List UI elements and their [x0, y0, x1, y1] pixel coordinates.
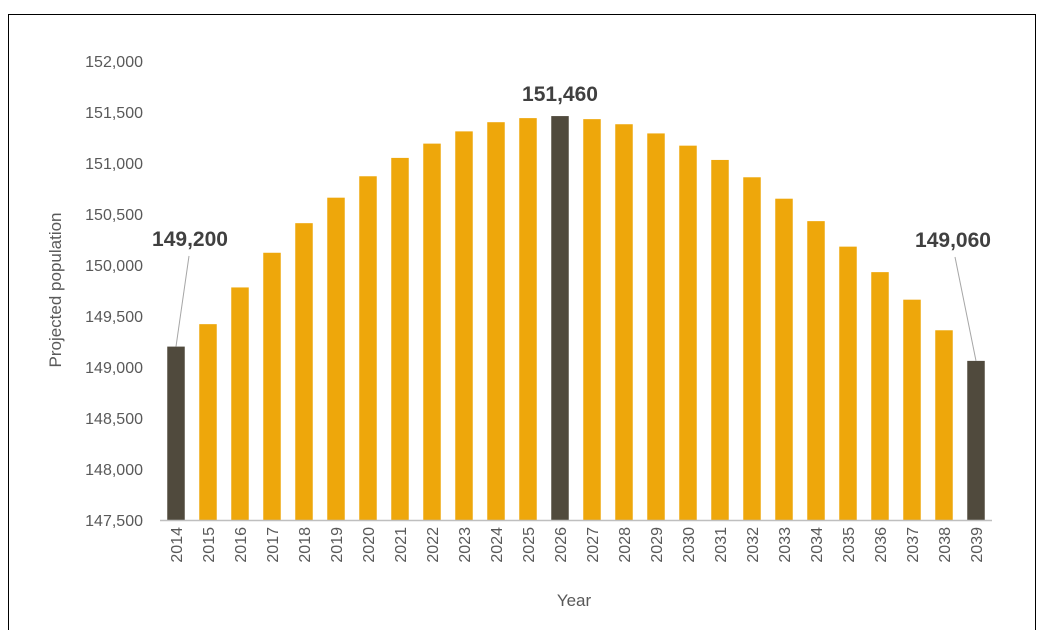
- bar-2020: [359, 176, 377, 520]
- x-tick-label: 2016: [233, 527, 250, 563]
- x-tick-label: 2026: [553, 527, 570, 563]
- bar-2039: [967, 360, 985, 520]
- bar-2037: [903, 299, 921, 520]
- bar-2019: [327, 197, 345, 520]
- y-tick-label: 151,500: [85, 105, 143, 122]
- bar-2022: [423, 143, 441, 520]
- y-tick-label: 151,000: [85, 156, 143, 173]
- bar-2015: [199, 324, 217, 520]
- bar-2028: [615, 124, 633, 521]
- x-tick-label: 2014: [169, 527, 186, 563]
- bar-2018: [295, 223, 313, 520]
- x-tick-label: 2025: [521, 527, 538, 563]
- y-tick-label: 149,500: [85, 309, 143, 326]
- x-tick-label: 2024: [489, 527, 506, 563]
- x-tick-label: 2037: [905, 527, 922, 563]
- y-tick-label: 149,000: [85, 360, 143, 377]
- x-tick-label: 2019: [329, 527, 346, 563]
- y-tick-label: 150,000: [85, 258, 143, 275]
- bar-2036: [871, 272, 889, 520]
- leader-line: [175, 255, 190, 347]
- y-tick-label: 148,500: [85, 411, 143, 428]
- x-tick-label: 2028: [617, 527, 634, 563]
- leader-line: [954, 256, 977, 361]
- bar-2016: [231, 287, 249, 520]
- bar-2033: [775, 198, 793, 520]
- x-tick-label: 2018: [297, 527, 314, 563]
- x-tick-label: 2021: [393, 527, 410, 563]
- x-tick-label: 2039: [969, 527, 986, 563]
- annotations-group: 149,200 151,460 149,060: [152, 83, 991, 361]
- x-tick-label: 2038: [937, 527, 954, 563]
- data-label-2014: 149,200: [152, 228, 228, 251]
- bar-2023: [455, 131, 473, 520]
- x-tick-label: 2036: [873, 527, 890, 563]
- x-tick-label: 2017: [265, 527, 282, 563]
- x-tick-label: 2027: [585, 527, 602, 563]
- x-tick-label: 2020: [361, 527, 378, 563]
- data-label-2039: 149,060: [915, 229, 991, 252]
- x-tick-label: 2022: [425, 527, 442, 563]
- x-tick-label: 2015: [201, 527, 218, 563]
- x-tick-label: 2031: [713, 527, 730, 563]
- bar-2035: [839, 246, 857, 520]
- bar-2031: [711, 159, 729, 520]
- bar-2024: [487, 122, 505, 520]
- bar-2029: [647, 133, 665, 521]
- bar-2030: [679, 145, 697, 520]
- data-label-2026: 151,460: [522, 83, 598, 106]
- x-tick-label: 2033: [777, 527, 794, 563]
- x-tick-label: 2030: [681, 527, 698, 563]
- y-axis-label: Projected population: [46, 212, 65, 367]
- x-tick-label: 2029: [649, 527, 666, 563]
- x-tick-label: 2034: [809, 527, 826, 563]
- bar-2025: [519, 118, 537, 521]
- bar-2021: [391, 157, 409, 520]
- y-tick-label: 150,500: [85, 207, 143, 224]
- y-tick-label: 152,000: [85, 54, 143, 71]
- x-axis-ticks: 2014 2015 2016 2017 2018 2019 2020 2021 2022 2023…: [169, 527, 986, 563]
- bar-2027: [583, 119, 601, 520]
- x-tick-label: 2035: [841, 527, 858, 563]
- bar-2034: [807, 221, 825, 520]
- bar-2026: [551, 116, 569, 520]
- bar-2014: [167, 346, 185, 520]
- bars-group: [167, 116, 985, 521]
- y-axis-ticks: 147,500 148,000 148,500 149,000 149,500 150,0…: [85, 54, 143, 530]
- bar-2038: [935, 330, 953, 520]
- x-tick-label: 2023: [457, 527, 474, 563]
- x-tick-label: 2032: [745, 527, 762, 563]
- y-tick-label: 148,000: [85, 462, 143, 479]
- bar-2017: [263, 252, 281, 520]
- x-axis-label: Year: [557, 591, 592, 610]
- bar-2032: [743, 177, 761, 520]
- y-tick-label: 147,500: [85, 513, 143, 530]
